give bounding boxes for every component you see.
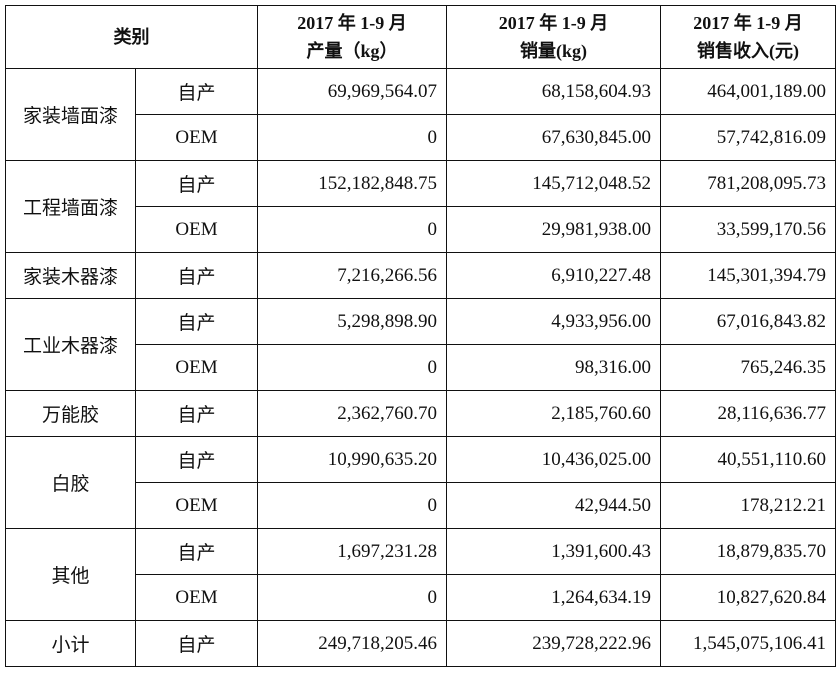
sales-cell: 145,712,048.52 bbox=[446, 160, 661, 207]
production-cell: 2,362,760.70 bbox=[257, 390, 447, 437]
production-cell: 0 bbox=[257, 574, 447, 621]
category-cell: 工程墙面漆 bbox=[5, 160, 136, 253]
table-row: OEM 0 67,630,845.00 57,742,816.09 bbox=[6, 114, 836, 161]
production-cell: 0 bbox=[257, 482, 447, 529]
table-row: 小计 自产 249,718,205.46 239,728,222.96 1,545,07… bbox=[5, 620, 836, 667]
revenue-cell: 57,742,816.09 bbox=[660, 114, 836, 161]
production-cell: 0 bbox=[257, 114, 447, 161]
sales-cell: 1,264,634.19 bbox=[446, 574, 661, 621]
production-cell: 0 bbox=[257, 344, 447, 391]
revenue-cell: 464,001,189.00 bbox=[660, 68, 836, 115]
category-cell: 万能胶 bbox=[5, 390, 136, 437]
revenue-cell: 67,016,843.82 bbox=[660, 298, 836, 345]
table-row: 家装木器漆 自产 7,216,266.56 6,910,227.48 145,301,3… bbox=[5, 252, 836, 299]
table-row: 工业木器漆 自产 5,298,898.90 4,933,956.00 67,016,84… bbox=[5, 298, 836, 391]
sales-cell: 29,981,938.00 bbox=[446, 206, 661, 253]
sales-cell: 10,436,025.00 bbox=[446, 436, 661, 483]
table-row: OEM 0 1,264,634.19 10,827,620.84 bbox=[6, 574, 836, 621]
sales-cell: 4,933,956.00 bbox=[446, 298, 661, 345]
category-cell: 家装木器漆 bbox=[5, 252, 136, 299]
table-row: OEM 0 29,981,938.00 33,599,170.56 bbox=[6, 206, 836, 253]
table-row: 万能胶 自产 2,362,760.70 2,185,760.60 28,116,636.… bbox=[5, 390, 836, 437]
table-row: OEM 0 42,944.50 178,212.21 bbox=[6, 482, 836, 529]
category-cell: 其他 bbox=[5, 528, 136, 621]
table-row: 白胶 自产 10,990,635.20 10,436,025.00 40,551,110… bbox=[5, 436, 836, 529]
product-sales-table: 类别 2017 年 1-9 月产量（kg） 2017 年 1-9 月销量(kg)… bbox=[5, 5, 836, 667]
sales-cell: 6,910,227.48 bbox=[446, 252, 661, 299]
type-cell: OEM bbox=[135, 114, 258, 161]
header-sales: 2017 年 1-9 月销量(kg) bbox=[446, 5, 661, 69]
production-cell: 69,969,564.07 bbox=[257, 68, 447, 115]
type-cell: 自产 bbox=[135, 252, 258, 299]
table-row: OEM 0 98,316.00 765,246.35 bbox=[6, 344, 836, 391]
sales-cell: 42,944.50 bbox=[446, 482, 661, 529]
type-cell: 自产 bbox=[135, 436, 258, 483]
production-cell: 5,298,898.90 bbox=[257, 298, 447, 345]
revenue-cell: 145,301,394.79 bbox=[660, 252, 836, 299]
production-cell: 10,990,635.20 bbox=[257, 436, 447, 483]
production-cell: 249,718,205.46 bbox=[257, 620, 447, 667]
sales-cell: 68,158,604.93 bbox=[446, 68, 661, 115]
category-cell: 小计 bbox=[5, 620, 136, 667]
revenue-cell: 1,545,075,106.41 bbox=[660, 620, 836, 667]
revenue-cell: 33,599,170.56 bbox=[660, 206, 836, 253]
type-cell: 自产 bbox=[135, 160, 258, 207]
type-cell: OEM bbox=[135, 344, 258, 391]
category-cell: 家装墙面漆 bbox=[5, 68, 136, 161]
sales-cell: 98,316.00 bbox=[446, 344, 661, 391]
sales-cell: 67,630,845.00 bbox=[446, 114, 661, 161]
table-row: 其他 自产 1,697,231.28 1,391,600.43 18,879,835.7… bbox=[5, 528, 836, 621]
revenue-cell: 781,208,095.73 bbox=[660, 160, 836, 207]
production-cell: 1,697,231.28 bbox=[257, 528, 447, 575]
type-cell: OEM bbox=[135, 206, 258, 253]
table-row: 工程墙面漆 自产 152,182,848.75 145,712,048.52 781,2… bbox=[5, 160, 836, 253]
category-cell: 白胶 bbox=[5, 436, 136, 529]
production-cell: 7,216,266.56 bbox=[257, 252, 447, 299]
type-cell: 自产 bbox=[135, 528, 258, 575]
category-cell: 工业木器漆 bbox=[5, 298, 136, 391]
header-production: 2017 年 1-9 月产量（kg） bbox=[257, 5, 447, 69]
sales-cell: 239,728,222.96 bbox=[446, 620, 661, 667]
revenue-cell: 40,551,110.60 bbox=[660, 436, 836, 483]
type-cell: OEM bbox=[135, 574, 258, 621]
type-cell: 自产 bbox=[135, 390, 258, 437]
type-cell: OEM bbox=[135, 482, 258, 529]
header-revenue: 2017 年 1-9 月销售收入(元) bbox=[660, 5, 836, 69]
revenue-cell: 28,116,636.77 bbox=[660, 390, 836, 437]
table-row: 家装墙面漆 自产 69,969,564.07 68,158,604.93 464,001… bbox=[5, 68, 836, 161]
revenue-cell: 178,212.21 bbox=[660, 482, 836, 529]
type-cell: 自产 bbox=[135, 620, 258, 667]
revenue-cell: 765,246.35 bbox=[660, 344, 836, 391]
sales-cell: 2,185,760.60 bbox=[446, 390, 661, 437]
revenue-cell: 10,827,620.84 bbox=[660, 574, 836, 621]
header-category: 类别 bbox=[5, 5, 258, 69]
production-cell: 0 bbox=[257, 206, 447, 253]
type-cell: 自产 bbox=[135, 68, 258, 115]
header-row: 类别 2017 年 1-9 月产量（kg） 2017 年 1-9 月销量(kg)… bbox=[5, 5, 836, 69]
revenue-cell: 18,879,835.70 bbox=[660, 528, 836, 575]
production-cell: 152,182,848.75 bbox=[257, 160, 447, 207]
type-cell: 自产 bbox=[135, 298, 258, 345]
sales-cell: 1,391,600.43 bbox=[446, 528, 661, 575]
